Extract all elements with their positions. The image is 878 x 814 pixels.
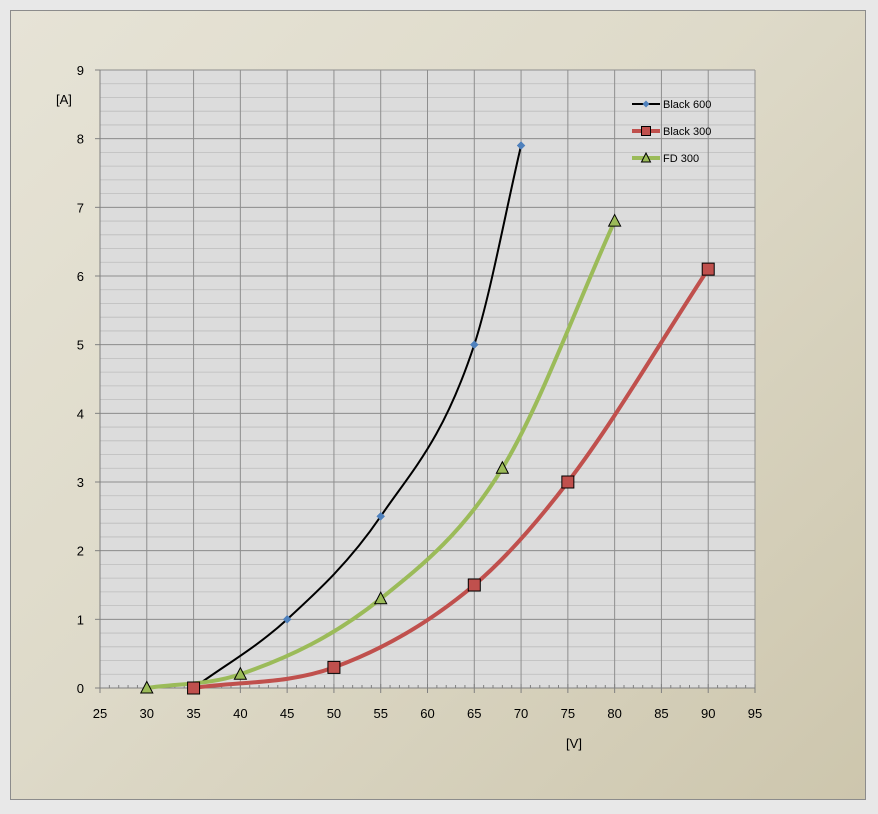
data-point-black-300 — [467, 578, 481, 592]
x-tick-label: 65 — [467, 706, 481, 721]
legend-label-black-300: Black 300 — [663, 126, 711, 138]
y-axis-label: [A] — [56, 92, 72, 107]
x-tick-label: 90 — [701, 706, 715, 721]
y-tick-label: 3 — [77, 475, 84, 490]
data-point-black-300 — [187, 681, 201, 695]
data-point-black-300 — [561, 475, 575, 489]
legend-label-black-600: Black 600 — [663, 99, 711, 111]
y-tick-label: 1 — [77, 612, 84, 627]
data-point-fd-300 — [233, 666, 248, 680]
y-tick-label: 5 — [77, 338, 84, 353]
legend-label-fd-300: FD 300 — [663, 153, 699, 165]
legend-marker-black-600 — [642, 100, 650, 108]
series-line-fd-300 — [144, 219, 617, 690]
legend-marker-fd-300 — [640, 151, 652, 163]
x-tick-label: 60 — [420, 706, 434, 721]
x-tick-label: 40 — [233, 706, 247, 721]
data-point-black-600 — [516, 141, 526, 150]
data-point-fd-300 — [495, 460, 510, 474]
x-tick-label: 75 — [561, 706, 575, 721]
y-tick-label: 7 — [77, 200, 84, 215]
data-point-black-600 — [282, 614, 292, 624]
x-axis-label: [V] — [566, 736, 582, 751]
y-tick-label: 6 — [77, 269, 84, 284]
x-tick-label: 35 — [186, 706, 200, 721]
series-line-black-600 — [192, 144, 523, 689]
data-point-fd-300 — [607, 213, 622, 227]
x-tick-label: 55 — [373, 706, 387, 721]
legend[interactable]: Black 600 Black 300 FD 300 — [632, 99, 711, 165]
data-point-fd-300 — [373, 591, 388, 605]
data-point-black-600 — [469, 340, 479, 350]
x-tick-label: 45 — [280, 706, 294, 721]
y-tick-label: 4 — [77, 406, 84, 421]
x-tick-label: 80 — [607, 706, 621, 721]
y-tick-label: 0 — [77, 681, 84, 696]
x-tick-label: 50 — [327, 706, 341, 721]
data-point-black-300 — [701, 262, 715, 276]
data-point-black-300 — [327, 660, 341, 674]
x-tick-label: 30 — [140, 706, 154, 721]
series-markers — [139, 141, 715, 695]
legend-marker-black-300 — [641, 126, 651, 136]
data-point-fd-300 — [139, 680, 154, 694]
y-tick-label: 8 — [77, 132, 84, 147]
x-tick-label: 85 — [654, 706, 668, 721]
data-point-black-600 — [376, 511, 386, 521]
y-tick-label: 2 — [77, 544, 84, 559]
y-tick-label: 9 — [77, 63, 84, 78]
x-tick-label: 70 — [514, 706, 528, 721]
x-tick-label: 25 — [93, 706, 107, 721]
x-tick-label: 95 — [748, 706, 762, 721]
